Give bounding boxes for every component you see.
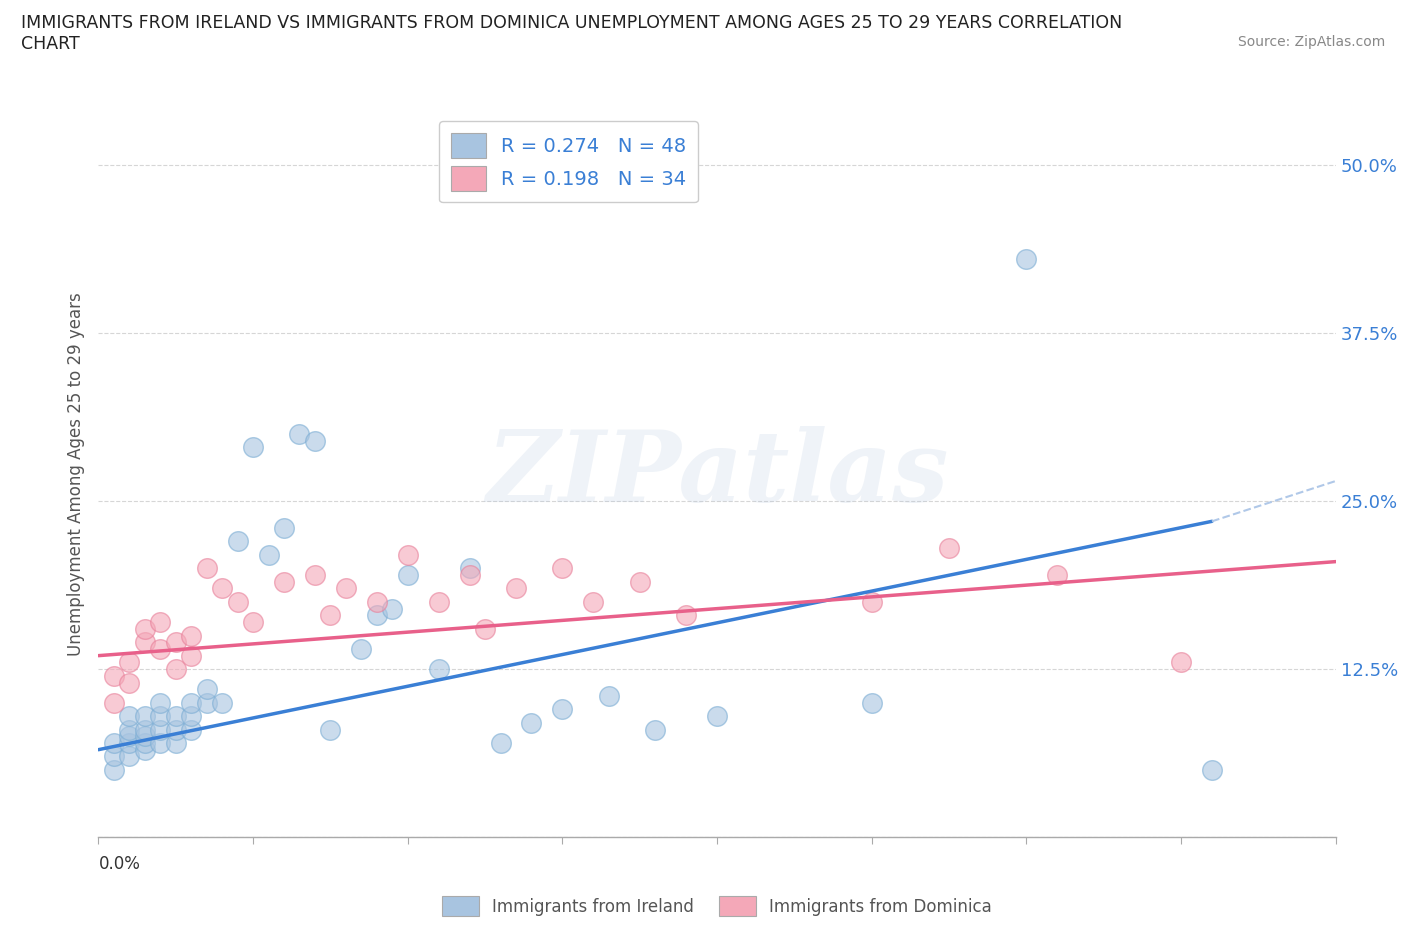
Point bbox=[938, 540, 960, 555]
Text: 0.0%: 0.0% bbox=[98, 856, 141, 873]
Point bbox=[134, 635, 156, 650]
Point bbox=[273, 521, 295, 536]
Point bbox=[118, 675, 141, 690]
Point bbox=[396, 567, 419, 582]
Point bbox=[520, 715, 543, 730]
Legend: Immigrants from Ireland, Immigrants from Dominica: Immigrants from Ireland, Immigrants from… bbox=[436, 889, 998, 923]
Point bbox=[103, 736, 125, 751]
Point bbox=[149, 722, 172, 737]
Point bbox=[1015, 252, 1038, 267]
Point bbox=[319, 722, 342, 737]
Point bbox=[165, 722, 187, 737]
Point bbox=[211, 581, 233, 596]
Point bbox=[489, 736, 512, 751]
Y-axis label: Unemployment Among Ages 25 to 29 years: Unemployment Among Ages 25 to 29 years bbox=[66, 292, 84, 657]
Point bbox=[134, 736, 156, 751]
Point bbox=[195, 682, 218, 697]
Point bbox=[165, 736, 187, 751]
Point bbox=[1046, 567, 1069, 582]
Point bbox=[118, 729, 141, 744]
Point bbox=[1201, 763, 1223, 777]
Point bbox=[134, 729, 156, 744]
Point bbox=[628, 575, 651, 590]
Point bbox=[226, 594, 249, 609]
Point bbox=[598, 688, 620, 703]
Point bbox=[149, 696, 172, 711]
Point bbox=[195, 696, 218, 711]
Point bbox=[273, 575, 295, 590]
Point bbox=[458, 567, 481, 582]
Point bbox=[319, 608, 342, 623]
Text: CHART: CHART bbox=[21, 35, 80, 53]
Point bbox=[195, 561, 218, 576]
Point bbox=[118, 655, 141, 670]
Point bbox=[350, 642, 373, 657]
Point bbox=[366, 608, 388, 623]
Point bbox=[103, 669, 125, 684]
Point bbox=[149, 709, 172, 724]
Point bbox=[860, 594, 883, 609]
Point bbox=[118, 736, 141, 751]
Point bbox=[149, 615, 172, 630]
Point bbox=[165, 661, 187, 676]
Point bbox=[396, 548, 419, 563]
Point bbox=[149, 736, 172, 751]
Point bbox=[706, 709, 728, 724]
Point bbox=[134, 742, 156, 757]
Point bbox=[149, 642, 172, 657]
Point bbox=[180, 628, 202, 643]
Point bbox=[103, 763, 125, 777]
Point bbox=[180, 709, 202, 724]
Point bbox=[644, 722, 666, 737]
Point bbox=[118, 722, 141, 737]
Point bbox=[118, 709, 141, 724]
Point bbox=[103, 749, 125, 764]
Point bbox=[165, 709, 187, 724]
Text: ZIPatlas: ZIPatlas bbox=[486, 426, 948, 523]
Point bbox=[366, 594, 388, 609]
Point bbox=[134, 709, 156, 724]
Point bbox=[474, 621, 496, 636]
Point bbox=[134, 621, 156, 636]
Text: IMMIGRANTS FROM IRELAND VS IMMIGRANTS FROM DOMINICA UNEMPLOYMENT AMONG AGES 25 T: IMMIGRANTS FROM IRELAND VS IMMIGRANTS FR… bbox=[21, 14, 1122, 32]
Point bbox=[242, 615, 264, 630]
Point bbox=[288, 427, 311, 442]
Point bbox=[675, 608, 697, 623]
Point bbox=[304, 433, 326, 448]
Point bbox=[582, 594, 605, 609]
Point bbox=[458, 561, 481, 576]
Point bbox=[427, 661, 450, 676]
Point bbox=[180, 648, 202, 663]
Point bbox=[1170, 655, 1192, 670]
Point bbox=[165, 635, 187, 650]
Point bbox=[180, 722, 202, 737]
Point bbox=[381, 601, 404, 616]
Point bbox=[427, 594, 450, 609]
Point bbox=[134, 722, 156, 737]
Point bbox=[242, 440, 264, 455]
Point bbox=[211, 696, 233, 711]
Point bbox=[226, 534, 249, 549]
Point bbox=[304, 567, 326, 582]
Point bbox=[257, 548, 280, 563]
Point bbox=[551, 702, 574, 717]
Point bbox=[860, 696, 883, 711]
Point bbox=[103, 696, 125, 711]
Point bbox=[551, 561, 574, 576]
Point bbox=[118, 749, 141, 764]
Text: Source: ZipAtlas.com: Source: ZipAtlas.com bbox=[1237, 35, 1385, 49]
Point bbox=[335, 581, 357, 596]
Point bbox=[505, 581, 527, 596]
Point bbox=[180, 696, 202, 711]
